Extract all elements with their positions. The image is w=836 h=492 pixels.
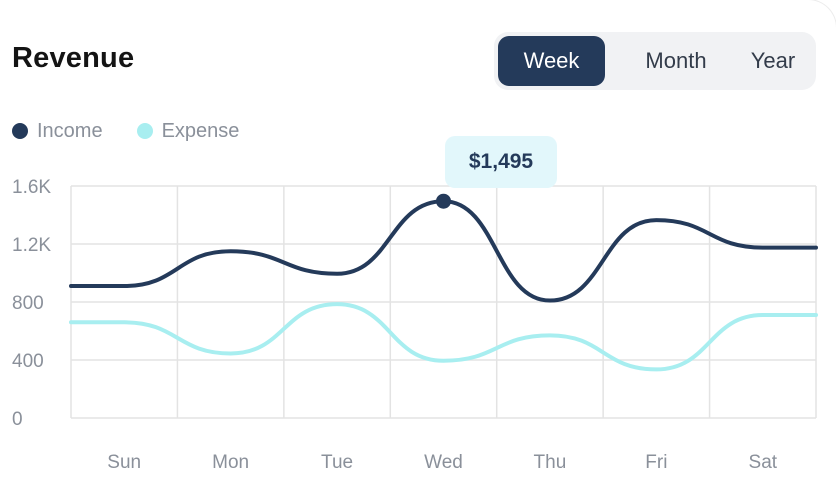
x-tick-label: Thu: [534, 452, 567, 473]
x-tick-label: Mon: [212, 452, 249, 473]
x-tick-label: Tue: [321, 452, 353, 473]
data-tooltip: $1,495: [445, 136, 557, 188]
y-tick-label: 400: [12, 351, 44, 372]
y-tick-label: 1.6K: [12, 177, 51, 198]
x-tick-label: Sun: [107, 452, 141, 473]
card-title: Revenue: [12, 42, 135, 74]
y-tick-label: 800: [12, 293, 44, 314]
legend-dot-expense-icon: [136, 123, 153, 139]
legend-label-income: Income: [37, 119, 103, 142]
legend-item-expense[interactable]: Expense: [136, 119, 240, 143]
chart-legend: Income Expense: [12, 118, 273, 144]
series-line-income: [69, 199, 818, 303]
range-year-button[interactable]: Year: [750, 48, 796, 73]
legend-label-expense: Expense: [161, 119, 240, 142]
legend-dot-income-icon: [12, 123, 28, 139]
y-tick-label: 0: [12, 409, 23, 430]
x-tick-label: Sat: [749, 452, 778, 473]
x-tick-label: Fri: [645, 452, 667, 473]
series-line-expense: [69, 302, 818, 372]
range-week-button[interactable]: Week: [498, 36, 605, 86]
legend-item-income[interactable]: Income: [12, 120, 103, 143]
range-selector: Week Month Year: [494, 32, 816, 90]
highlight-point: [436, 193, 451, 209]
range-month-button[interactable]: Month: [645, 48, 707, 73]
x-tick-label: Wed: [424, 452, 463, 473]
y-tick-label: 1.2K: [12, 235, 51, 256]
